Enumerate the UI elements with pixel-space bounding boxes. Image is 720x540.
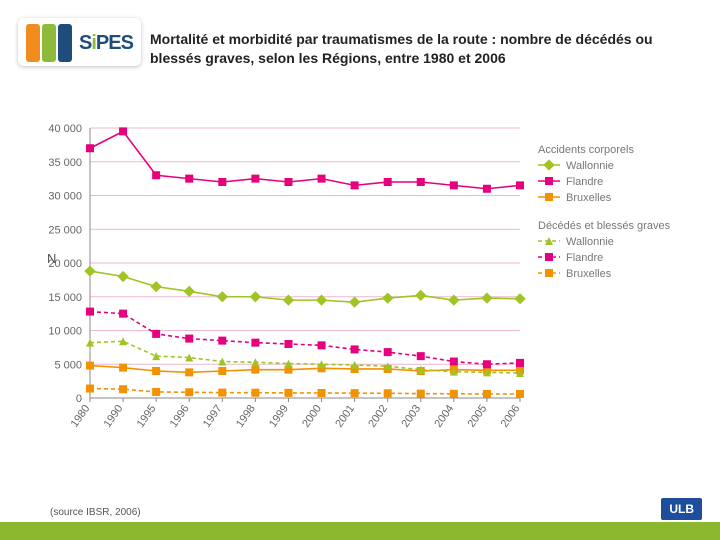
- svg-text:1990: 1990: [102, 403, 126, 430]
- logo-swatches: [26, 24, 72, 62]
- svg-text:2000: 2000: [300, 403, 324, 430]
- svg-text:2001: 2001: [333, 403, 357, 430]
- svg-text:35 000: 35 000: [48, 157, 82, 169]
- svg-text:40 000: 40 000: [48, 123, 82, 135]
- svg-text:0: 0: [76, 393, 82, 405]
- svg-text:Wallonnie: Wallonnie: [566, 160, 614, 172]
- svg-text:5 000: 5 000: [54, 359, 82, 371]
- svg-text:Bruxelles: Bruxelles: [566, 192, 612, 204]
- svg-text:1980: 1980: [69, 403, 93, 430]
- ulb-badge: ULB: [661, 498, 702, 520]
- svg-text:1996: 1996: [168, 403, 192, 430]
- svg-text:1997: 1997: [201, 403, 225, 430]
- source-caption: (source IBSR, 2006): [50, 507, 141, 518]
- svg-text:2002: 2002: [366, 403, 390, 430]
- page-title: Mortalité et morbidité par traumatismes …: [150, 30, 700, 68]
- svg-text:10 000: 10 000: [48, 326, 82, 338]
- svg-text:Flandre: Flandre: [566, 176, 603, 188]
- svg-text:Bruxelles: Bruxelles: [566, 268, 612, 280]
- svg-text:Décédés et blessés graves: Décédés et blessés graves: [538, 220, 671, 232]
- svg-text:2006: 2006: [499, 403, 523, 430]
- svg-text:2004: 2004: [432, 403, 456, 430]
- logo-text: SiPES: [79, 32, 133, 55]
- svg-text:30 000: 30 000: [48, 191, 82, 203]
- svg-text:1998: 1998: [234, 403, 258, 430]
- svg-text:Wallonnie: Wallonnie: [566, 236, 614, 248]
- svg-text:15 000: 15 000: [48, 292, 82, 304]
- svg-text:1995: 1995: [135, 403, 159, 430]
- svg-text:2005: 2005: [466, 403, 490, 430]
- line-chart: 05 00010 00015 00020 00025 00030 00035 0…: [35, 118, 675, 468]
- footer-bar: [0, 522, 720, 540]
- svg-text:Accidents corporels: Accidents corporels: [538, 144, 634, 156]
- svg-text:25 000: 25 000: [48, 224, 82, 236]
- svg-text:1999: 1999: [267, 403, 291, 430]
- svg-text:N: N: [47, 251, 56, 266]
- svg-text:2003: 2003: [399, 403, 423, 430]
- svg-text:Flandre: Flandre: [566, 252, 603, 264]
- sipes-logo: SiPES: [18, 18, 141, 66]
